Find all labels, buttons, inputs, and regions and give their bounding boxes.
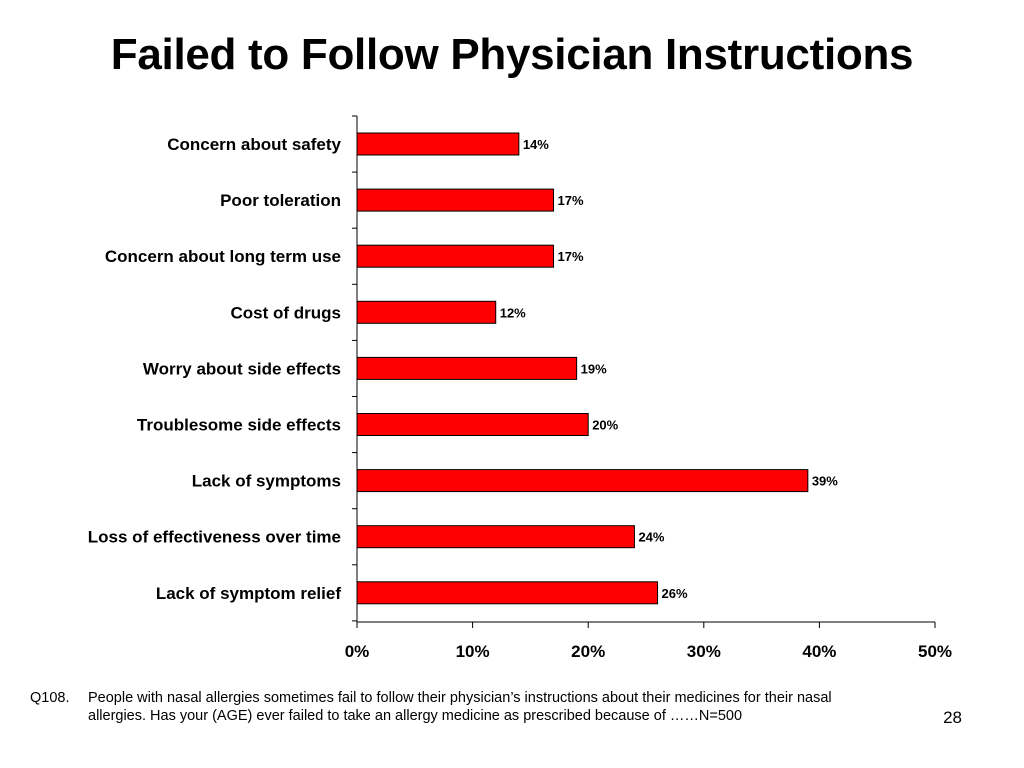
category-label: Poor toleration — [220, 191, 341, 210]
question-id: Q108. — [30, 690, 70, 706]
category-label: Lack of symptom relief — [156, 584, 342, 603]
bar-value-label: 24% — [638, 530, 664, 545]
bar — [356, 300, 497, 324]
x-tick-label: 0% — [345, 642, 370, 661]
x-tick-label: 20% — [571, 642, 605, 661]
bar-value-label: 39% — [812, 474, 838, 489]
bar — [356, 244, 555, 268]
category-label: Concern about safety — [167, 135, 341, 154]
bar-value-label: 14% — [523, 137, 549, 152]
bar-value-label: 19% — [581, 361, 607, 376]
x-tick-label: 10% — [456, 642, 490, 661]
bar — [356, 525, 635, 549]
bar — [356, 188, 555, 212]
bar-value-label: 17% — [558, 249, 584, 264]
category-label: Concern about long term use — [105, 247, 341, 266]
x-tick-label: 40% — [802, 642, 836, 661]
x-tick-label: 50% — [918, 642, 952, 661]
x-tick-label: 30% — [687, 642, 721, 661]
bar — [356, 469, 809, 493]
bar-value-label: 12% — [500, 305, 526, 320]
bar — [356, 132, 520, 156]
bar — [356, 581, 659, 605]
bar-value-label: 26% — [662, 586, 688, 601]
horizontal-bar-chart: 0% 10% 20% 30% 40% 50% Concern about safety 14%… — [88, 115, 952, 661]
bar — [356, 413, 589, 436]
slide-title: Failed to Follow Physician Instructions — [110, 30, 914, 79]
question-text: People with nasal allergies sometimes fa… — [88, 690, 832, 724]
category-label: Loss of effectiveness over time — [88, 528, 341, 547]
page-number: 28 — [943, 708, 962, 727]
category-label: Lack of symptoms — [192, 472, 341, 491]
bar — [356, 356, 578, 380]
category-label: Cost of drugs — [231, 303, 342, 322]
bar-value-label: 17% — [558, 193, 584, 208]
bar-value-label: 20% — [592, 418, 618, 433]
category-label: Worry about side effects — [143, 359, 341, 378]
category-label: Troublesome side effects — [137, 416, 341, 435]
